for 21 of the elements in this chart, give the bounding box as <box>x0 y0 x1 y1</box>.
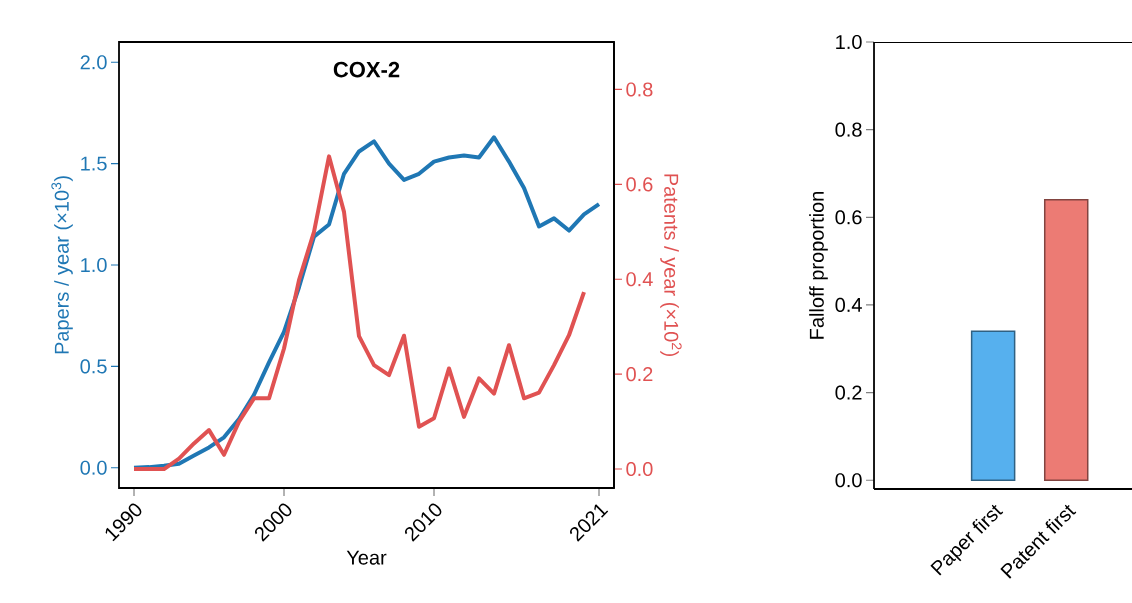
y2-tick-label: 0.6 <box>626 177 653 192</box>
text: COX-2 <box>333 61 400 78</box>
x-axis-title: Year <box>346 550 387 565</box>
y-tick-label: 1.0 <box>81 257 107 273</box>
y-tick-label: 0.4 <box>835 297 862 313</box>
y2-tick-label: 0.2 <box>626 367 653 382</box>
y2-axis-title: Patents / year (×10$^{2}$) <box>660 174 682 357</box>
y2-tick-label: 0.8 <box>626 82 653 97</box>
y-tick-label: 0.0 <box>835 473 862 488</box>
y-axis-title: Falloff proportion <box>809 191 828 339</box>
y-axis-title: Papers / year (×10$^{3}$) <box>51 176 73 354</box>
y-tick-label: 0.6 <box>835 210 862 225</box>
y-tick-label: 1.5 <box>81 156 107 171</box>
y2-tick-label: 0.4 <box>626 272 653 287</box>
y-tick-label: 0.8 <box>835 122 862 137</box>
y-tick-label: 0.2 <box>835 385 862 400</box>
y-tick-label: 1.0 <box>836 34 862 50</box>
y-tick-label: 0.5 <box>80 359 107 374</box>
y2-tick-label: 0.0 <box>626 461 653 477</box>
y-tick-label: 0.0 <box>80 460 107 475</box>
y-tick-label: 2.0 <box>80 55 107 70</box>
